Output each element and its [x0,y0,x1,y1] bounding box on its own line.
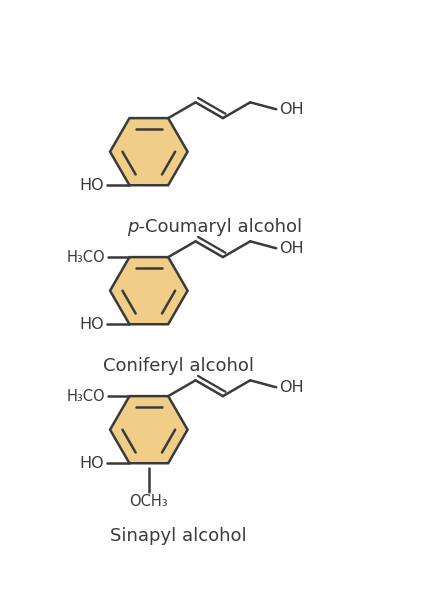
Text: HO: HO [80,178,104,192]
Text: OH: OH [279,241,304,256]
Text: OCH₃: OCH₃ [129,494,168,509]
Text: Sinapyl alcohol: Sinapyl alcohol [110,526,247,545]
Text: HO: HO [80,317,104,331]
Text: OH: OH [279,380,304,395]
Text: HO: HO [80,456,104,471]
Text: Coniferyl alcohol: Coniferyl alcohol [103,356,254,375]
Text: H₃CO: H₃CO [67,388,106,404]
Polygon shape [110,118,187,185]
Text: p-: p- [127,217,145,236]
Text: OH: OH [279,102,304,117]
Polygon shape [110,396,187,463]
Text: H₃CO: H₃CO [67,249,106,264]
Text: Coumaryl alcohol: Coumaryl alcohol [145,217,303,236]
Polygon shape [110,257,187,324]
